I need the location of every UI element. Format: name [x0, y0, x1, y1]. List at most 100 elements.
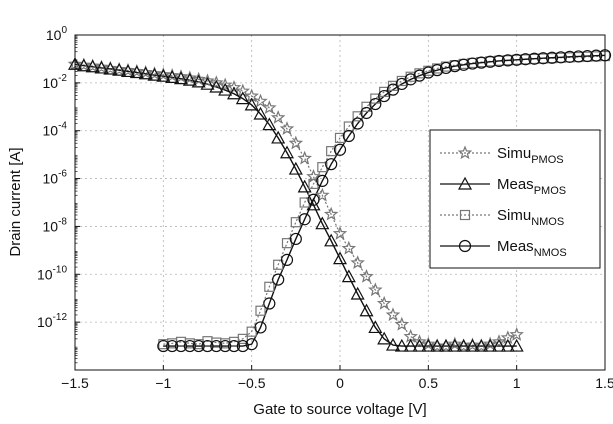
data-point-meas-pmos — [377, 331, 392, 345]
data-point-simu-pmos — [385, 307, 401, 322]
data-point-meas-pmos — [147, 67, 162, 81]
data-point-simu-pmos — [482, 336, 498, 351]
data-point-meas-pmos — [244, 97, 259, 111]
data-point-meas-nmos — [484, 55, 497, 68]
data-point-meas-nmos — [554, 51, 567, 64]
data-point-meas-nmos — [174, 339, 188, 353]
data-point-meas-pmos — [491, 338, 507, 352]
data-point-simu-pmos — [394, 316, 410, 331]
data-point-meas-pmos — [500, 338, 515, 352]
series-line-simu-nmos — [163, 55, 606, 345]
data-point-meas-pmos — [421, 338, 436, 352]
data-point-meas-pmos — [191, 74, 206, 88]
data-point-simu-pmos — [156, 67, 171, 81]
data-point-simu-pmos — [76, 57, 92, 72]
data-point-simu-pmos — [191, 71, 206, 86]
data-point-meas-pmos — [412, 338, 427, 352]
legend-box — [429, 129, 601, 269]
data-point-simu-pmos — [323, 206, 339, 221]
data-point-meas-nmos — [563, 50, 576, 63]
data-point-meas-pmos — [297, 179, 312, 193]
data-point-meas-pmos — [235, 91, 250, 105]
x-tick-label: 0 — [336, 375, 344, 391]
data-point-meas-nmos — [263, 297, 276, 310]
y-tick-label: 10-2 — [43, 73, 68, 91]
y-tick-label: 100 — [46, 25, 68, 43]
data-point-meas-nmos — [581, 49, 594, 63]
data-point-simu-pmos — [332, 225, 348, 240]
series-markers — [67, 49, 612, 353]
x-tick-label: 1.5 — [595, 375, 613, 391]
data-point-meas-pmos — [271, 130, 286, 144]
data-point-meas-pmos — [253, 106, 268, 120]
data-point-meas-nmos — [272, 273, 285, 286]
data-point-simu-pmos — [200, 73, 215, 88]
data-point-meas-nmos — [413, 69, 426, 82]
data-point-simu-nmos — [379, 86, 390, 97]
y-tick-label: 10-10 — [37, 264, 67, 282]
data-point-simu-pmos — [350, 255, 365, 270]
data-point-simu-nmos — [237, 333, 248, 344]
data-point-meas-pmos — [438, 338, 454, 352]
data-point-simu-pmos — [315, 187, 330, 202]
data-point-meas-nmos — [501, 54, 514, 67]
data-point-meas-pmos — [129, 65, 144, 79]
data-point-meas-pmos — [394, 338, 409, 352]
data-point-simu-pmos — [217, 77, 233, 92]
data-point-meas-nmos — [545, 51, 559, 64]
data-point-meas-nmos — [307, 193, 320, 206]
legend: SimuPMOS MeasPMOS SimuNMOS MeasNMOS — [429, 129, 601, 269]
data-point-meas-nmos — [439, 61, 453, 75]
data-point-meas-pmos — [76, 58, 91, 72]
data-point-simu-pmos — [173, 69, 189, 83]
data-point-meas-nmos — [166, 339, 179, 353]
data-point-meas-nmos — [192, 339, 205, 353]
data-point-meas-nmos — [351, 117, 364, 130]
data-point-meas-nmos — [492, 54, 506, 68]
data-point-meas-pmos — [279, 145, 295, 159]
data-point-meas-pmos — [156, 68, 171, 82]
data-point-simu-pmos — [279, 121, 295, 135]
data-point-simu-pmos — [226, 80, 242, 94]
data-point-meas-nmos — [298, 213, 311, 226]
data-point-meas-pmos — [315, 216, 330, 230]
data-point-simu-pmos — [491, 334, 507, 349]
data-point-meas-pmos — [200, 76, 215, 90]
x-tick-label: −1.5 — [61, 375, 89, 391]
data-point-meas-nmos — [219, 339, 232, 353]
legend-label: SimuPMOS — [497, 145, 564, 166]
x-tick-label: 1 — [513, 375, 521, 391]
data-point-meas-pmos — [456, 338, 471, 352]
data-point-meas-nmos — [572, 50, 585, 63]
data-point-meas-nmos — [183, 339, 196, 353]
data-point-meas-pmos — [85, 59, 100, 73]
data-point-simu-pmos — [447, 336, 463, 351]
data-point-meas-nmos — [537, 52, 550, 65]
data-point-meas-pmos — [483, 338, 498, 352]
data-point-meas-pmos — [332, 251, 348, 265]
y-tick-label: 10-12 — [37, 312, 67, 330]
data-point-simu-pmos — [85, 58, 100, 73]
data-point-meas-nmos — [210, 339, 223, 353]
y-axis-ticks: 100 10-2 10-4 10-6 10-8 10-10 10-12 — [37, 25, 80, 364]
data-point-meas-pmos — [430, 338, 445, 352]
data-point-meas-pmos — [182, 72, 197, 86]
x-tick-label: −0.5 — [238, 375, 266, 391]
legend-items: SimuPMOS MeasPMOS SimuNMOS MeasNMOS — [440, 145, 567, 259]
data-point-meas-pmos — [262, 117, 277, 131]
data-point-meas-nmos — [342, 129, 355, 143]
y-tick-label: 10-4 — [43, 121, 68, 139]
data-point-simu-pmos — [359, 268, 374, 283]
data-point-meas-pmos — [226, 86, 242, 100]
legend-marker — [458, 239, 472, 253]
data-point-meas-pmos — [94, 60, 109, 74]
data-point-meas-nmos — [333, 143, 347, 156]
data-point-meas-pmos — [103, 61, 118, 75]
legend-label: MeasPMOS — [497, 176, 566, 197]
data-point-meas-nmos — [360, 106, 373, 120]
data-point-meas-pmos — [324, 233, 339, 247]
data-point-meas-nmos — [157, 339, 170, 353]
data-point-simu-pmos — [474, 338, 489, 353]
data-point-meas-nmos — [590, 49, 603, 62]
